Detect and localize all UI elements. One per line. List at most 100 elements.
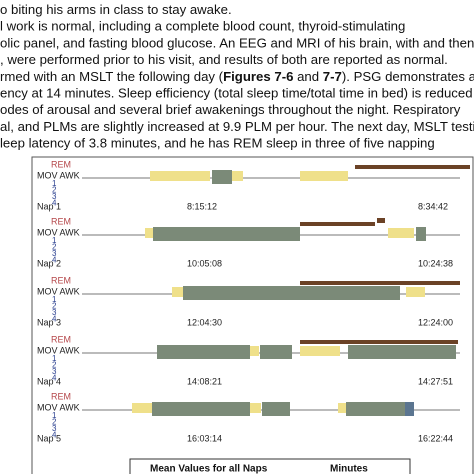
awake-label: MOV AWK	[37, 402, 80, 412]
paragraph-line: al, and PLMs are slightly increased at 9…	[0, 119, 474, 134]
stage-label: 3	[52, 249, 57, 258]
awake-label: MOV AWK	[37, 227, 80, 237]
awake-label: MOV AWK	[37, 345, 80, 355]
paragraph-line: ency at 14 minutes. Sleep efficiency (to…	[0, 86, 474, 101]
nap-end: 10:24:38	[418, 258, 453, 268]
text-run: Figures 7-6	[223, 69, 293, 84]
stage-label: 4	[52, 315, 57, 324]
stage-label: 4	[52, 431, 57, 440]
text-run: ency at 14 minutes. Sleep efficiency (to…	[0, 86, 474, 101]
stage-segment	[338, 403, 346, 413]
stage-label: 1	[52, 179, 57, 188]
awake-label: MOV AWK	[37, 170, 80, 180]
stage-segment	[300, 171, 348, 181]
nap-label: Nap 4	[37, 376, 61, 386]
stage-segment	[262, 402, 290, 416]
nap-start: 16:03:14	[187, 433, 222, 443]
rem-label: REM	[51, 391, 71, 401]
stage-segment	[145, 228, 153, 238]
stage-label: 2	[52, 186, 57, 195]
stage-label: 1	[52, 354, 57, 363]
rem-label: REM	[51, 275, 71, 285]
stage-segment	[172, 287, 183, 297]
stage-label: 3	[52, 308, 57, 317]
paragraph-line: odes of arousal and several brief awaken…	[0, 103, 461, 118]
stage-label: 2	[52, 361, 57, 370]
stage-label: 1	[52, 236, 57, 245]
stage-label: 1	[52, 295, 57, 304]
stage-segment	[212, 170, 232, 184]
stage-segment	[355, 165, 470, 169]
stage-segment	[300, 346, 340, 356]
stage-segment	[405, 402, 414, 416]
text-run: olic panel, and fasting blood glucose. A…	[0, 36, 474, 51]
stage-segment	[348, 345, 456, 359]
stage-segment	[377, 218, 385, 223]
text-run: , were performed prior to his visit, and…	[0, 53, 448, 68]
paragraph-line: o biting his arms in class to stay awake…	[0, 2, 232, 17]
stage-segment	[132, 403, 152, 413]
stage-segment	[150, 171, 210, 181]
stage-segment	[250, 346, 259, 356]
stage-segment	[153, 227, 300, 241]
paragraph-line: leep latency of 3.8 minutes, and he has …	[0, 136, 435, 151]
figure-frame	[31, 156, 474, 474]
stage-segment	[157, 345, 250, 359]
nap-end: 14:27:51	[418, 376, 453, 386]
nap-label: Nap 5	[37, 433, 61, 443]
text-run: ). PSG demonstrates a	[342, 69, 474, 84]
nap-end: 8:34:42	[418, 201, 448, 211]
paragraph-line: l work is normal, including a complete b…	[0, 19, 405, 34]
text-run: al, and PLMs are slightly increased at 9…	[0, 119, 474, 134]
stage-segment	[250, 403, 261, 413]
stage-segment	[388, 228, 414, 238]
stage-label: 2	[52, 243, 57, 252]
text-run: o biting his arms in class to stay awake…	[0, 2, 232, 17]
stage-segment	[300, 340, 458, 344]
text-run: l work is normal, including a complete b…	[0, 19, 405, 34]
stage-segment	[300, 281, 460, 285]
nap-start: 8:15:12	[187, 201, 217, 211]
stage-label: 4	[52, 199, 57, 208]
paragraph-line: olic panel, and fasting blood glucose. A…	[0, 36, 474, 51]
text-run: leep latency of 3.8 minutes, and he has …	[0, 136, 435, 151]
nap-start: 14:08:21	[187, 376, 222, 386]
table-header: Minutes	[330, 464, 368, 474]
table-frame	[129, 458, 411, 474]
stage-segment	[346, 402, 405, 416]
nap-label: Nap 3	[37, 317, 61, 327]
stage-label: 4	[52, 256, 57, 265]
text-run: rmed with an MSLT the following day (	[0, 69, 224, 84]
nap-label: Nap 1	[37, 201, 61, 211]
nap-label: Nap 2	[37, 258, 61, 268]
stage-segment	[232, 171, 243, 181]
stage-segment	[406, 287, 425, 297]
stage-segment	[183, 286, 400, 300]
stage-label: 4	[52, 374, 57, 383]
stage-label: 3	[52, 424, 57, 433]
nap-end: 16:22:44	[418, 433, 453, 443]
stage-label: 2	[52, 302, 57, 311]
text-run: 7-7	[323, 69, 342, 84]
awake-label: MOV AWK	[37, 286, 80, 296]
stage-label: 2	[52, 418, 57, 427]
nap-end: 12:24:00	[418, 317, 453, 327]
text-run: and	[293, 69, 322, 84]
stage-segment	[300, 222, 375, 226]
rem-label: REM	[51, 159, 71, 169]
stage-label: 3	[52, 367, 57, 376]
rem-label: REM	[51, 334, 71, 344]
nap-start: 12:04:30	[187, 317, 222, 327]
stage-label: 1	[52, 411, 57, 420]
nap-start: 10:05:08	[187, 258, 222, 268]
stage-segment	[260, 345, 292, 359]
stage-segment	[416, 227, 426, 241]
table-header: Mean Values for all Naps	[150, 464, 268, 474]
stage-segment	[152, 402, 250, 416]
stage-label: 3	[52, 192, 57, 201]
paragraph-line: rmed with an MSLT the following day (Fig…	[0, 69, 474, 84]
text-run: odes of arousal and several brief awaken…	[0, 103, 461, 118]
paragraph-line: , were performed prior to his visit, and…	[0, 53, 448, 68]
